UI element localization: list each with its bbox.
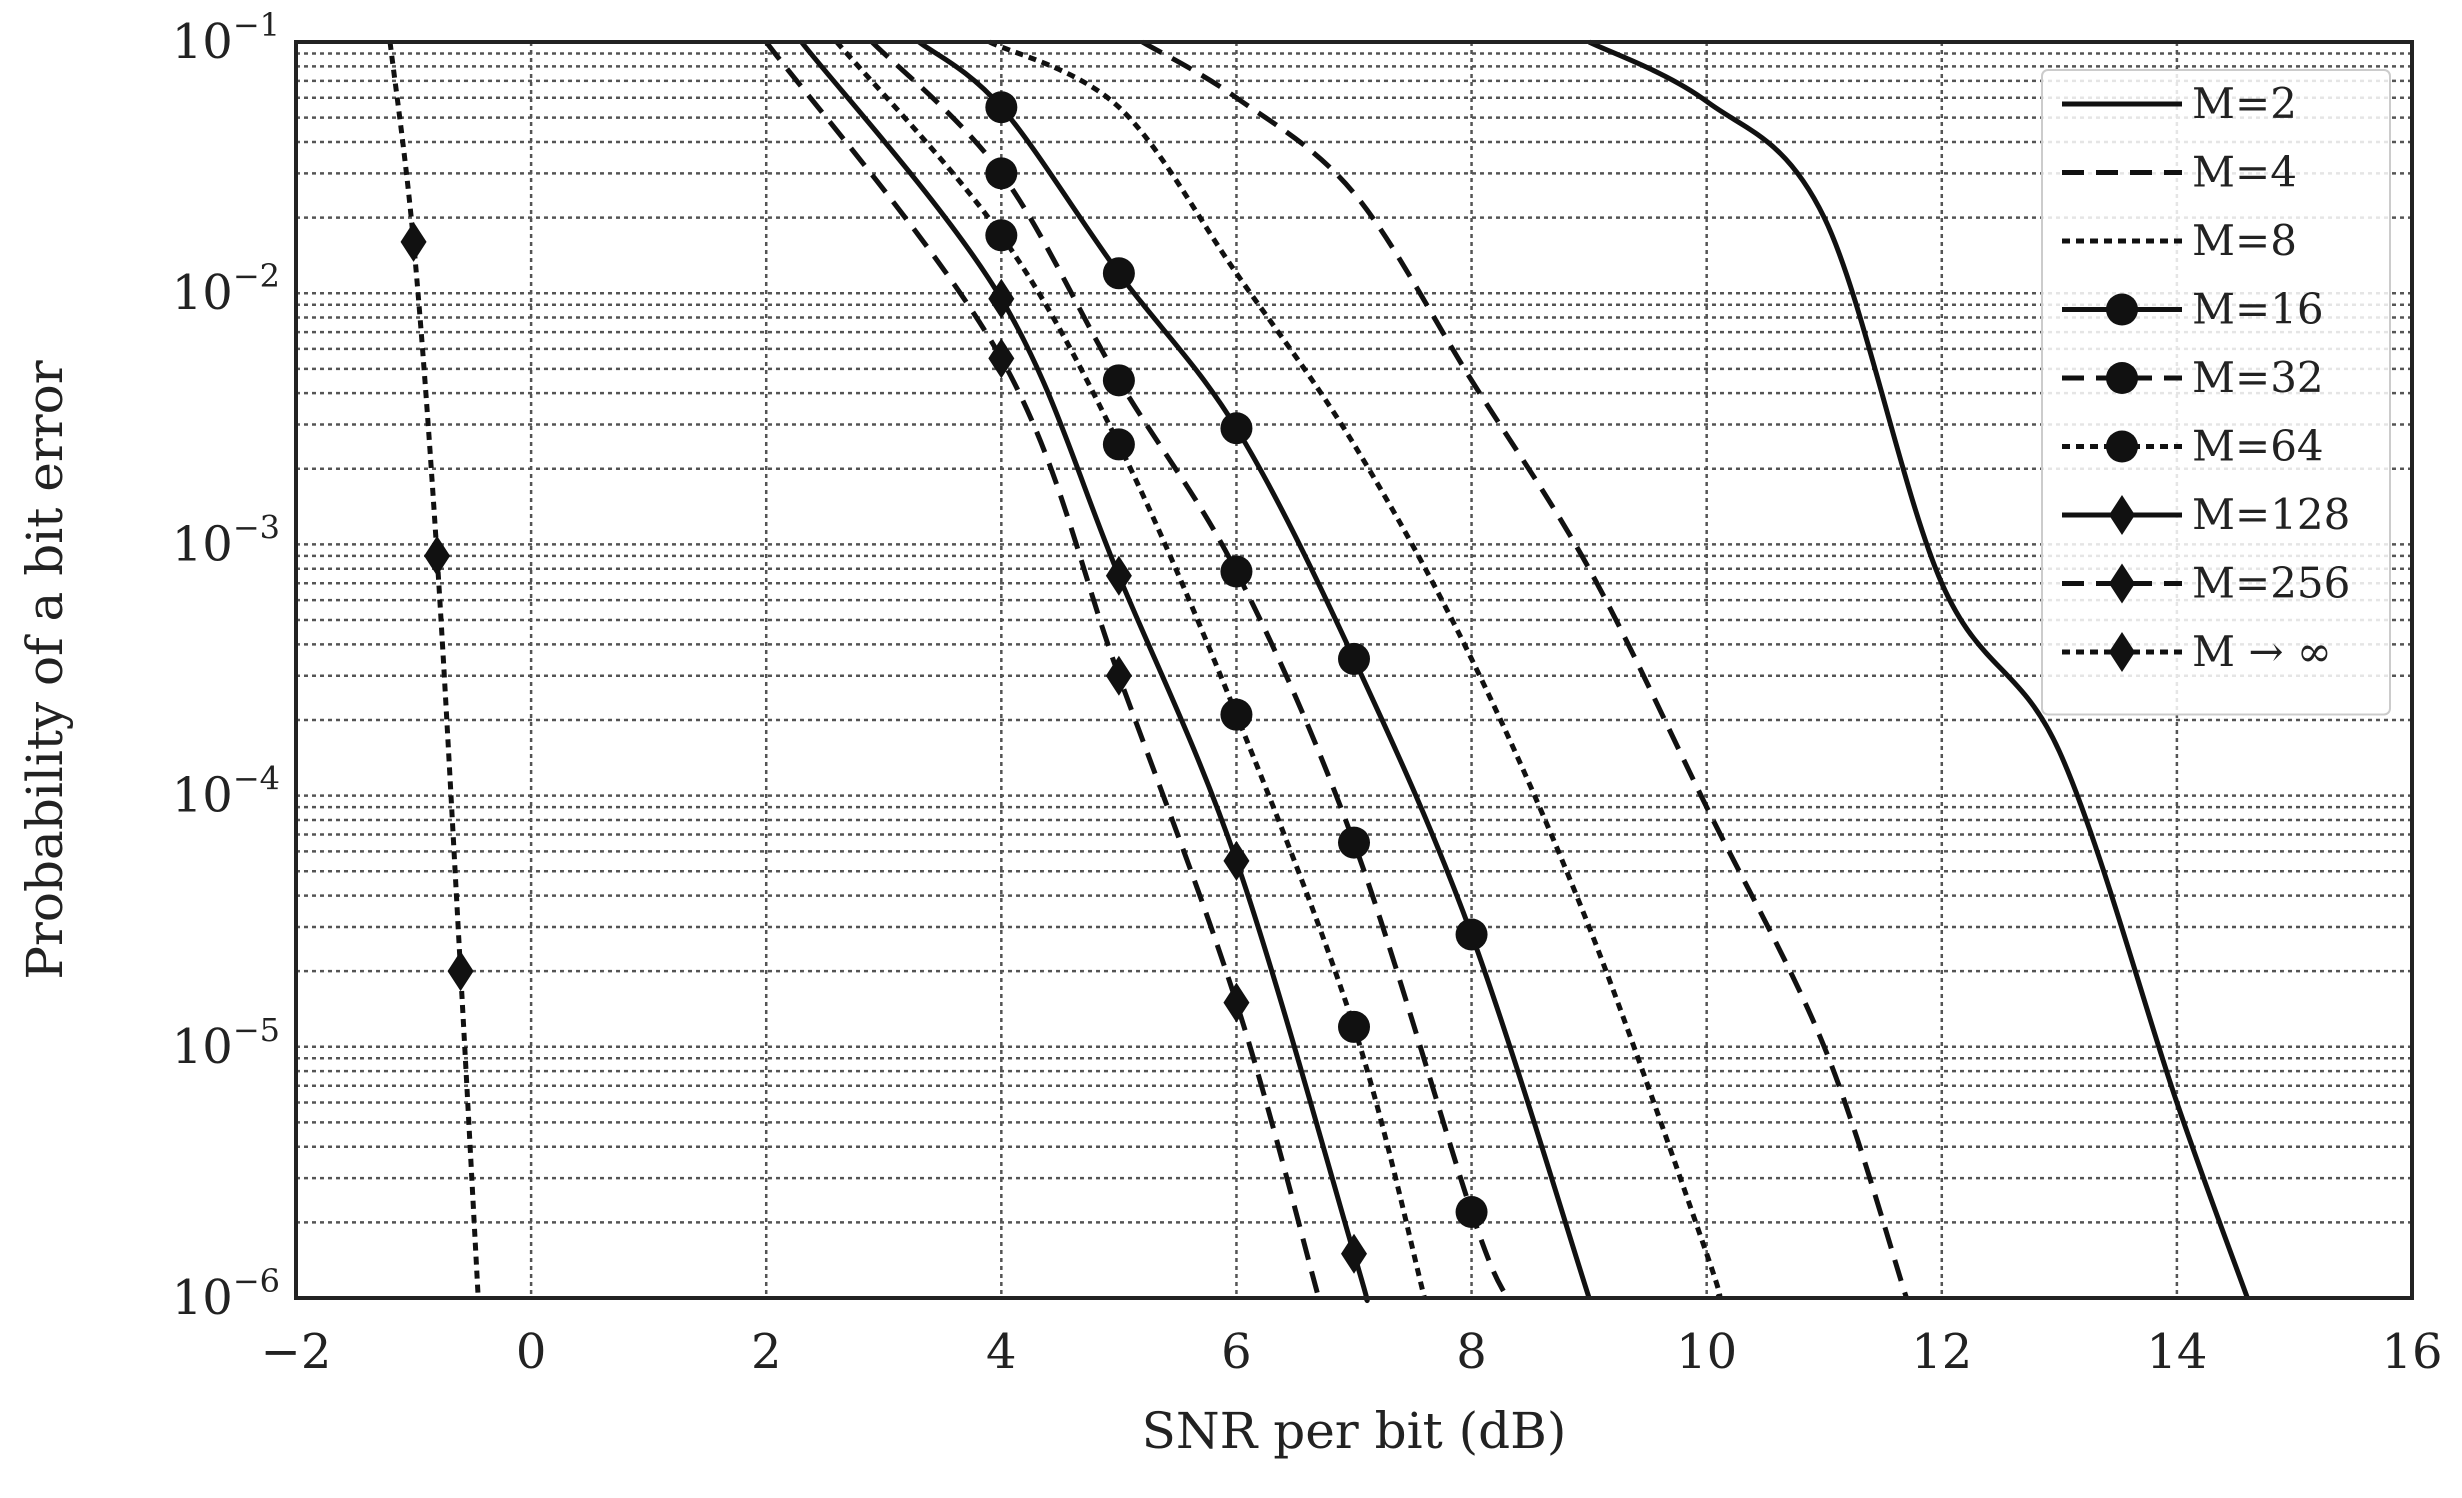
- data-point: [1223, 840, 1250, 881]
- legend-label: M=2: [2192, 79, 2297, 128]
- legend-box: [2041, 69, 2391, 716]
- data-point: [1220, 698, 1253, 731]
- plot-frame: [294, 40, 2414, 1300]
- legend-marker: [2109, 632, 2135, 672]
- x-tick-label: −2: [261, 1324, 332, 1380]
- data-point: [1105, 655, 1132, 696]
- data-point: [1102, 257, 1135, 290]
- y-axis-label: Probability of a bit error: [16, 360, 74, 979]
- series-line-2: [988, 39, 1723, 1300]
- data-point: [988, 338, 1015, 379]
- x-tick-label: 0: [516, 1324, 547, 1380]
- x-tick-label: 4: [986, 1324, 1017, 1380]
- legend-marker: [2106, 430, 2138, 463]
- data-point: [1455, 1195, 1488, 1228]
- x-tick-labels: −2 0 2 4 6 8 10 12 14 16: [261, 1324, 2443, 1380]
- legend-label: M=16: [2192, 285, 2324, 334]
- legend-label: M=4: [2192, 148, 2297, 197]
- data-point: [400, 221, 427, 262]
- series-line-6: [799, 40, 1370, 1303]
- x-tick-label: 14: [2146, 1324, 2207, 1380]
- data-point: [447, 951, 474, 992]
- series-line-3: [917, 40, 1592, 1299]
- data-point: [1102, 428, 1135, 461]
- markers-layer: [400, 91, 1488, 1274]
- legend-marker: [2109, 563, 2135, 604]
- data-point: [1455, 918, 1488, 951]
- data-point: [1102, 364, 1135, 397]
- legend-marker: [2106, 293, 2138, 326]
- y-tick-label: 10−1: [172, 6, 280, 70]
- series-line-0: [1587, 39, 2250, 1299]
- x-tick-label: 10: [1676, 1324, 1737, 1380]
- data-point: [988, 278, 1015, 319]
- data-point: [1341, 1233, 1367, 1274]
- series-line-5: [834, 40, 1427, 1299]
- data-point: [1338, 1010, 1370, 1043]
- data-point: [985, 157, 1018, 190]
- data-point: [985, 91, 1018, 124]
- legend: M=2 M=4 M=8 M=16 M=32 M=64 M=128 M=256 M → ∞: [2041, 69, 2391, 716]
- legend-label: M → ∞: [2192, 627, 2332, 676]
- data-point: [1220, 412, 1253, 445]
- x-tick-label: 16: [2381, 1324, 2442, 1380]
- data-point: [1223, 982, 1250, 1023]
- data-point: [985, 219, 1018, 252]
- legend-marker: [2109, 495, 2135, 535]
- x-tick-label: 2: [751, 1324, 782, 1380]
- x-tick-label: 8: [1456, 1324, 1487, 1380]
- y-tick-label: 10−3: [172, 508, 280, 572]
- legend-label: M=64: [2192, 422, 2324, 471]
- curves-layer: [387, 39, 2250, 1303]
- y-tick-label: 10−4: [172, 760, 280, 824]
- y-tick-labels: 10−6 10−5 10−4 10−3 10−2 10−1: [172, 6, 280, 1326]
- data-point: [1338, 642, 1370, 675]
- data-point: [1105, 555, 1132, 596]
- data-point: [424, 535, 451, 576]
- legend-label: M=32: [2192, 353, 2324, 402]
- data-point: [1220, 555, 1253, 588]
- y-tick-label: 10−6: [172, 1262, 280, 1326]
- x-axis-label: SNR per bit (dB): [1142, 1402, 1567, 1460]
- series-line-4: [870, 40, 1510, 1299]
- grid-lines: [294, 42, 2414, 1300]
- x-tick-label: 12: [1911, 1324, 1972, 1380]
- x-tick-label: 6: [1221, 1324, 1252, 1380]
- series-line-1: [1141, 39, 1909, 1299]
- legend-marker: [2106, 362, 2138, 394]
- legend-label: M=256: [2192, 559, 2350, 608]
- data-point: [1338, 826, 1370, 859]
- series-line-8: [387, 41, 481, 1299]
- legend-label: M=128: [2192, 490, 2350, 539]
- y-tick-label: 10−2: [172, 257, 280, 321]
- y-tick-label: 10−5: [172, 1011, 280, 1075]
- legend-label: M=8: [2192, 216, 2297, 265]
